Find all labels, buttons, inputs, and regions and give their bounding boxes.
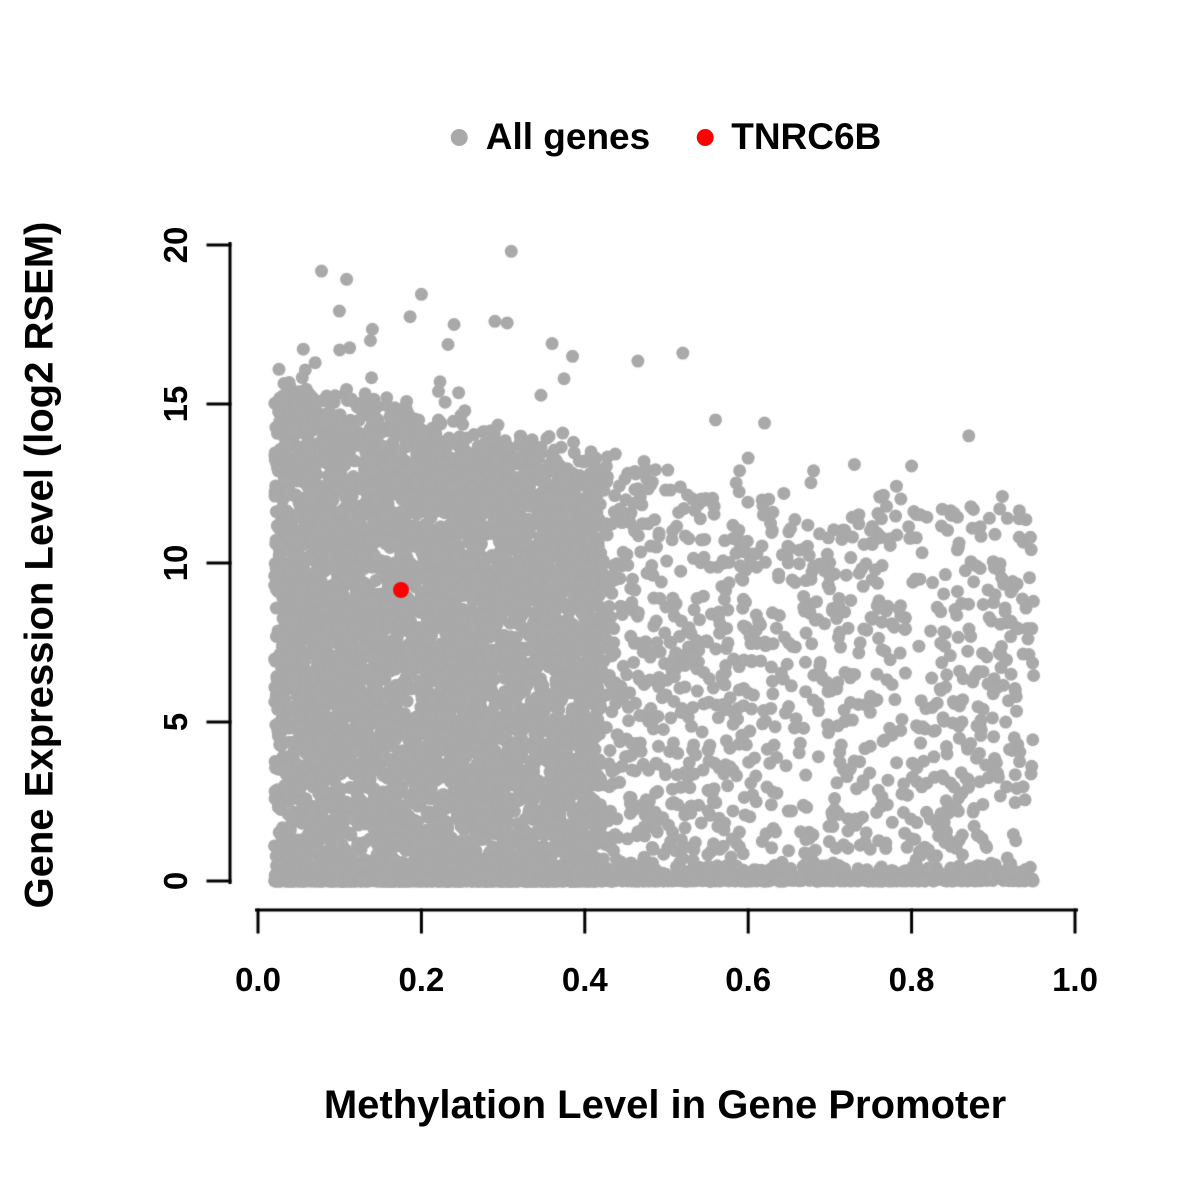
y-tick-label: 10: [157, 544, 194, 582]
x-tick-label: 1.0: [1052, 961, 1098, 998]
legend-item-tnrc6b: TNRC6B: [696, 116, 881, 158]
legend: All genes TNRC6B: [450, 116, 881, 158]
legend-item-all-genes: All genes: [450, 116, 651, 158]
all-genes-marker-icon: [450, 128, 468, 146]
tnrc6b-marker-icon: [696, 128, 714, 146]
y-tick-label: 5: [157, 712, 194, 732]
x-tick-label: 0.0: [235, 961, 281, 998]
legend-label-all-genes: All genes: [485, 116, 651, 157]
x-tick-label: 0.8: [888, 961, 935, 998]
y-tick-label: 0: [157, 871, 194, 891]
legend-label-tnrc6b: TNRC6B: [731, 116, 882, 157]
y-axis-title: Gene Expression Level (log2 RSEM): [17, 221, 62, 909]
y-tick-label: 20: [157, 226, 194, 264]
x-tick-label: 0.4: [561, 961, 608, 998]
x-axis-title: Methylation Level in Gene Promoter: [323, 1083, 1007, 1127]
y-tick-label: 15: [157, 385, 194, 423]
x-tick-label: 0.2: [398, 961, 445, 998]
x-tick-label: 0.6: [725, 961, 772, 998]
